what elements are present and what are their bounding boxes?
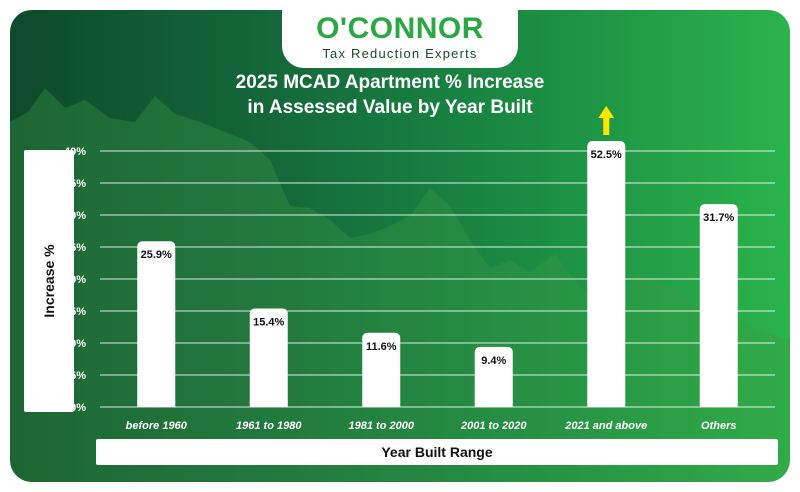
brand-tagline: Tax Reduction Experts — [322, 46, 478, 61]
data-label: 15.4% — [253, 316, 284, 328]
y-axis-label-box — [24, 150, 74, 412]
x-tick-label: Others — [701, 420, 736, 432]
bar — [137, 241, 176, 407]
y-tick-label: 5% — [70, 370, 86, 382]
overflow-arrow-icon — [598, 106, 615, 135]
logo-tab: O'CONNOR Tax Reduction Experts — [282, 10, 518, 68]
data-label: 52.5% — [591, 149, 622, 161]
y-tick-label: 10% — [64, 338, 86, 350]
bar — [474, 346, 513, 407]
bar-base — [249, 401, 288, 407]
bar — [362, 332, 401, 407]
chart-title-line-2: in Assessed Value by Year Built — [247, 97, 533, 118]
x-tick-label: 2021 and above — [564, 420, 647, 432]
bar — [587, 141, 626, 407]
data-label: 9.4% — [481, 355, 506, 367]
chart-title-line-1: 2025 MCAD Apartment % Increase — [235, 72, 545, 93]
x-tick-label: 1961 to 1980 — [236, 420, 302, 432]
x-axis-label: Year Built Range — [96, 439, 778, 465]
bar — [699, 204, 738, 407]
y-tick-label: 0% — [70, 402, 86, 414]
y-tick-label: 25% — [64, 242, 86, 254]
data-label: 25.9% — [141, 249, 172, 261]
brand-logo: O'CONNOR — [316, 12, 484, 45]
bar — [249, 308, 288, 407]
bar-base — [699, 401, 738, 407]
y-tick-label: 40% — [64, 146, 86, 158]
bar-base — [587, 401, 626, 407]
data-label: 11.6% — [366, 341, 397, 353]
data-label: 31.7% — [703, 212, 734, 224]
x-tick-label: 1981 to 2000 — [349, 420, 415, 432]
bar-base — [362, 401, 401, 407]
y-tick-label: 35% — [64, 178, 86, 190]
y-tick-label: 15% — [64, 306, 86, 318]
x-tick-label: 2001 to 2020 — [460, 420, 527, 432]
chart-title: 2025 MCAD Apartment % Increase in Assess… — [150, 70, 630, 120]
y-tick-label: 20% — [64, 274, 86, 286]
bar-base — [474, 401, 513, 407]
x-tick-label: before 1960 — [126, 420, 188, 432]
bar-base — [137, 401, 176, 407]
y-tick-label: 30% — [64, 210, 86, 222]
